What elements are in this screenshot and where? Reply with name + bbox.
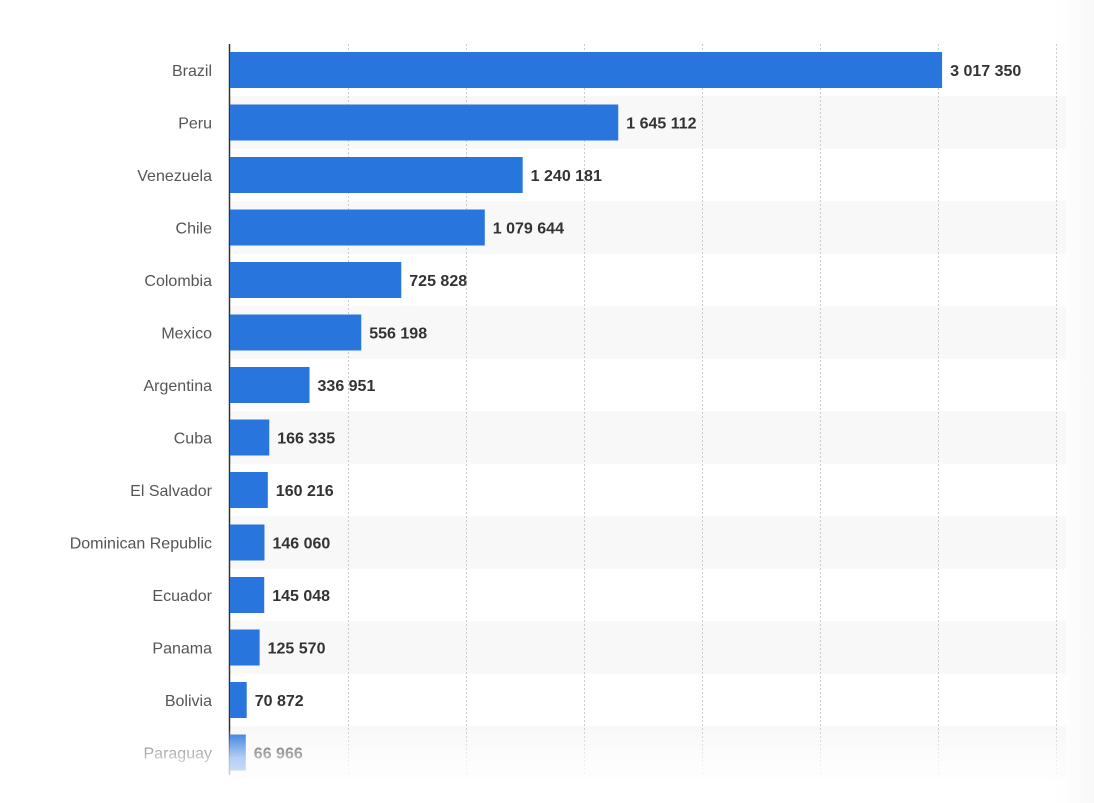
- value-label: 1 240 181: [531, 168, 602, 185]
- row-stripe: [230, 411, 1066, 464]
- bar: [230, 52, 943, 88]
- bar: [230, 734, 246, 771]
- value-label: 66 966: [254, 746, 303, 763]
- bar: [230, 367, 310, 403]
- value-label: 1 645 112: [626, 116, 696, 133]
- bar: [230, 577, 265, 613]
- value-label: 160 216: [276, 483, 334, 500]
- bar: [230, 472, 268, 508]
- row-stripe: [230, 516, 1066, 569]
- bar: [230, 157, 523, 193]
- category-label: Chile: [176, 221, 213, 238]
- row-stripe: [230, 621, 1066, 674]
- bar: [230, 314, 362, 351]
- category-label: Argentina: [144, 378, 213, 395]
- bar: [230, 682, 247, 718]
- value-label: 1 079 644: [493, 221, 564, 238]
- category-label: Peru: [178, 116, 212, 133]
- category-label: Colombia: [144, 273, 212, 290]
- value-label: 3 017 350: [950, 63, 1021, 80]
- category-label: Ecuador: [152, 588, 212, 605]
- value-label: 166 335: [277, 431, 335, 448]
- bar: [230, 629, 260, 666]
- value-label: 146 060: [272, 536, 330, 553]
- row-stripe: [230, 306, 1066, 359]
- category-label: Panama: [152, 641, 212, 658]
- category-label: El Salvador: [130, 483, 212, 500]
- bar: [230, 524, 265, 561]
- row-stripe: [230, 726, 1066, 779]
- value-label: 70 872: [255, 693, 304, 710]
- bar: [230, 419, 270, 456]
- value-label: 125 570: [268, 641, 326, 658]
- value-label: 556 198: [369, 326, 427, 343]
- category-label: Cuba: [174, 431, 212, 448]
- value-label: 725 828: [409, 273, 467, 290]
- bar: [230, 262, 402, 298]
- category-label: Brazil: [172, 63, 212, 80]
- category-label: Venezuela: [137, 168, 212, 185]
- category-label: Dominican Republic: [70, 536, 212, 553]
- value-label: 336 951: [318, 378, 376, 395]
- value-label: 145 048: [272, 588, 330, 605]
- bar: [230, 104, 619, 141]
- category-label: Paraguay: [144, 746, 213, 763]
- bar: [230, 209, 485, 246]
- category-label: Bolivia: [165, 693, 212, 710]
- category-label: Mexico: [161, 326, 212, 343]
